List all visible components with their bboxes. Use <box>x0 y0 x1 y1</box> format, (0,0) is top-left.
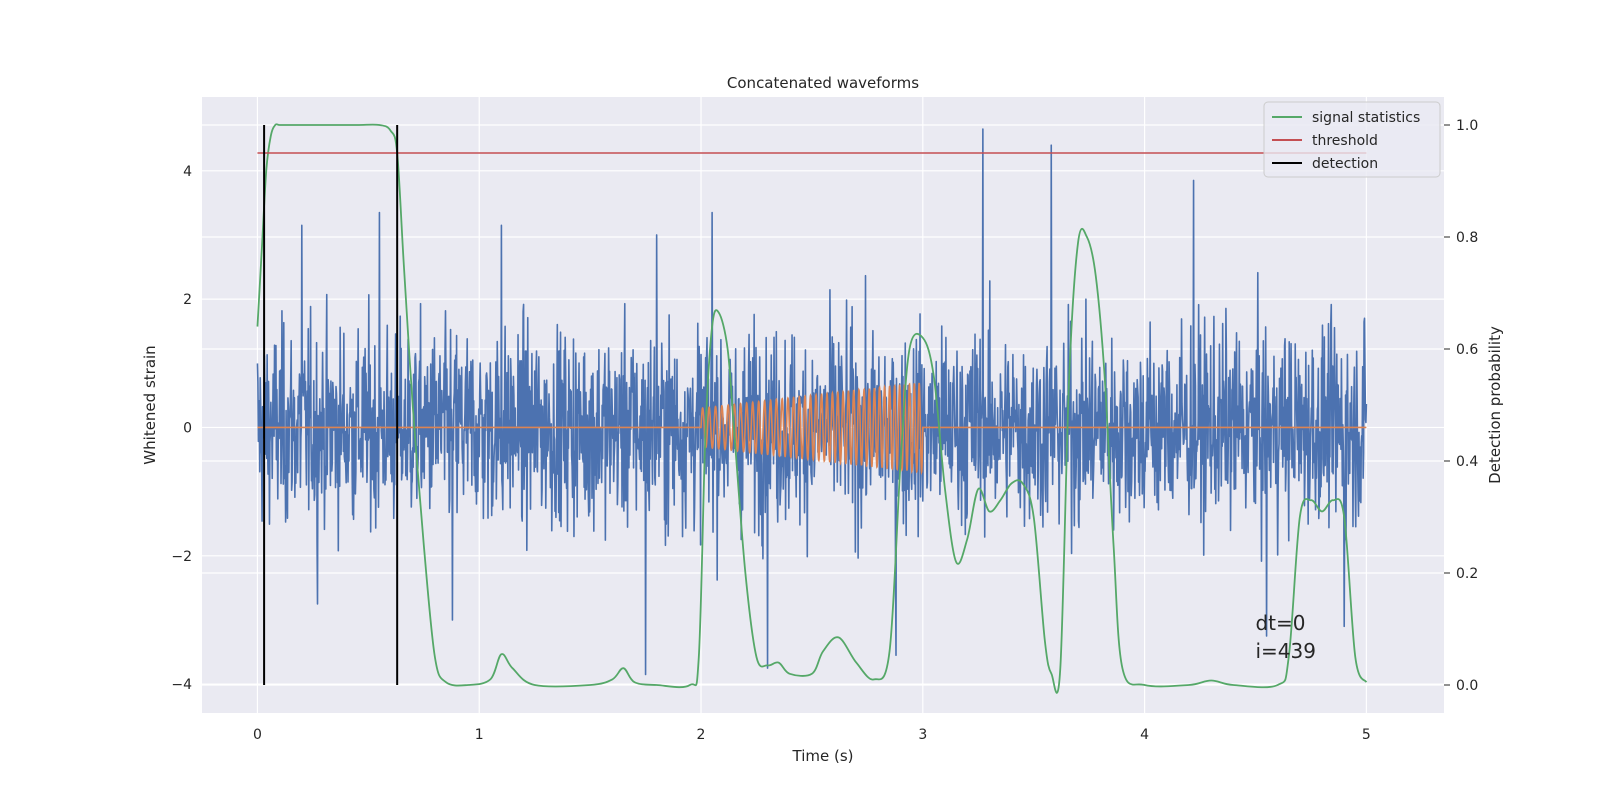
x-tick-label: 5 <box>1362 727 1371 743</box>
legend: signal statistics threshold detection <box>1263 101 1441 178</box>
annotation-dt: dt=0 <box>1255 611 1305 635</box>
y2-tick-label: 0.8 <box>1456 230 1478 246</box>
y2-tick-label: 0.2 <box>1456 566 1478 582</box>
series-line-injected-waveform <box>257 382 1367 476</box>
data-layer <box>256 123 1368 694</box>
series-line-whitened-strain <box>256 128 1368 676</box>
x-tick-label: 3 <box>918 727 927 743</box>
y-tick-label: 4 <box>183 164 192 180</box>
y2-tick-label: 0.4 <box>1456 454 1478 470</box>
legend-box <box>1263 101 1441 178</box>
x-tick-label: 0 <box>253 727 262 743</box>
x-tick-label: 4 <box>1140 727 1149 743</box>
y-axis-label: Whitened strain <box>141 345 159 464</box>
y-tick-label: 2 <box>183 292 192 308</box>
y-tick-label: 0 <box>183 420 192 436</box>
series-line-signal-statistics <box>256 123 1368 694</box>
x-tick-label: 2 <box>697 727 706 743</box>
x-tick-label: 1 <box>475 727 484 743</box>
y2-tick-label: 1.0 <box>1456 118 1478 134</box>
y-tick-label: −2 <box>171 549 192 565</box>
legend-label-signal-statistics: signal statistics <box>1312 110 1420 126</box>
y2-tick-label: 0.6 <box>1456 342 1478 358</box>
annotation-index: i=439 <box>1255 639 1316 663</box>
y-tick-label: −4 <box>171 677 192 693</box>
x-axis-label: Time (s) <box>792 747 854 765</box>
axes: 0 1 2 3 4 5 −4 −2 0 2 4 0.0 0.2 0.4 0.6 0.8 1.0 <box>171 118 1478 743</box>
legend-label-detection: detection <box>1312 156 1378 172</box>
y2-axis-label: Detection probability <box>1486 326 1504 484</box>
y2-tick-label: 0.0 <box>1456 678 1478 694</box>
legend-label-threshold: threshold <box>1312 133 1378 149</box>
chart-title: Concatenated waveforms <box>727 74 919 92</box>
